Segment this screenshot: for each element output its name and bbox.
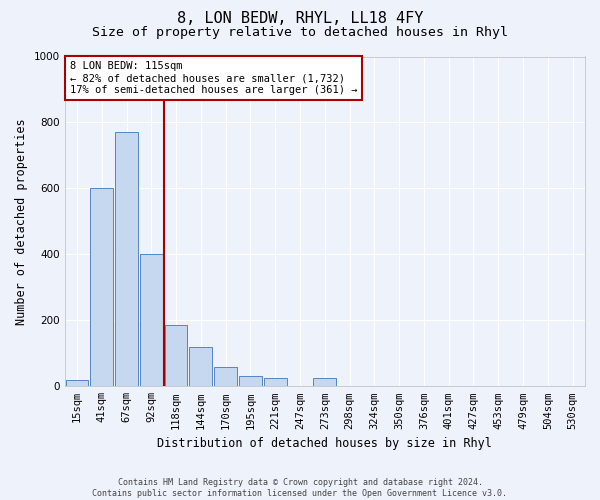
Text: 8 LON BEDW: 115sqm
← 82% of detached houses are smaller (1,732)
17% of semi-deta: 8 LON BEDW: 115sqm ← 82% of detached hou… [70,62,357,94]
Bar [239,376,262,386]
Text: 8, LON BEDW, RHYL, LL18 4FY: 8, LON BEDW, RHYL, LL18 4FY [177,11,423,26]
X-axis label: Distribution of detached houses by size in Rhyl: Distribution of detached houses by size … [157,437,492,450]
Bar [264,378,287,386]
Bar [91,188,113,386]
Bar [190,346,212,387]
Bar [214,366,237,386]
Bar [164,326,187,386]
Text: Contains HM Land Registry data © Crown copyright and database right 2024.
Contai: Contains HM Land Registry data © Crown c… [92,478,508,498]
Y-axis label: Number of detached properties: Number of detached properties [15,118,28,324]
Bar [140,254,163,386]
Bar [115,132,138,386]
Bar [65,380,88,386]
Text: Size of property relative to detached houses in Rhyl: Size of property relative to detached ho… [92,26,508,39]
Bar [313,378,336,386]
